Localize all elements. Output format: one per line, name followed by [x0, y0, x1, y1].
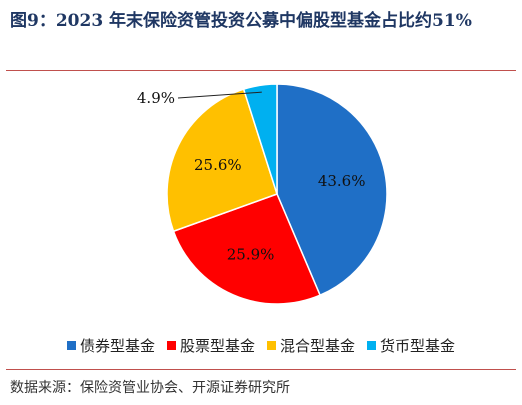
legend-swatch: [166, 340, 176, 350]
legend-item-mixed: 混合型基金: [267, 335, 355, 356]
legend-swatch: [267, 340, 276, 350]
data-label-money: 4.9%: [137, 89, 175, 107]
data-label-mixed: 25.6%: [194, 156, 242, 174]
pie-slice-stock: [172, 193, 322, 305]
title-divider: [6, 70, 516, 71]
chart-title: 图9：2023 年末保险资管投资公募中偏股型基金占比约51%: [10, 11, 472, 31]
pie-chart: 43.6% 25.9% 25.6% 4.9%: [137, 83, 388, 305]
legend-label: 债券型基金: [79, 336, 155, 355]
legend-label: 混合型基金: [280, 336, 356, 355]
legend-swatch: [367, 340, 377, 350]
legend-swatch: [66, 340, 76, 350]
data-label-stock: 25.9%: [227, 245, 275, 263]
legend-label: 股票型基金: [179, 336, 255, 355]
data-source: 数据来源：保险资管业协会、开源证券研究所: [10, 380, 290, 396]
chart-legend: 债券型基金 股票型基金 混合型基金 货币型基金: [0, 332, 522, 358]
legend-item-stock: 股票型基金: [166, 335, 255, 356]
legend-item-bond: 债券型基金: [66, 335, 155, 356]
data-label-bond: 43.6%: [318, 172, 366, 190]
legend-label: 货币型基金: [380, 336, 456, 355]
pie-slice-bond: [276, 83, 388, 297]
legend-item-money: 货币型基金: [367, 335, 455, 356]
pie-slice-mixed: [166, 88, 278, 233]
leader-line-money: [177, 91, 262, 99]
pie-slice-money: [242, 83, 278, 195]
footer-divider: [6, 369, 516, 370]
